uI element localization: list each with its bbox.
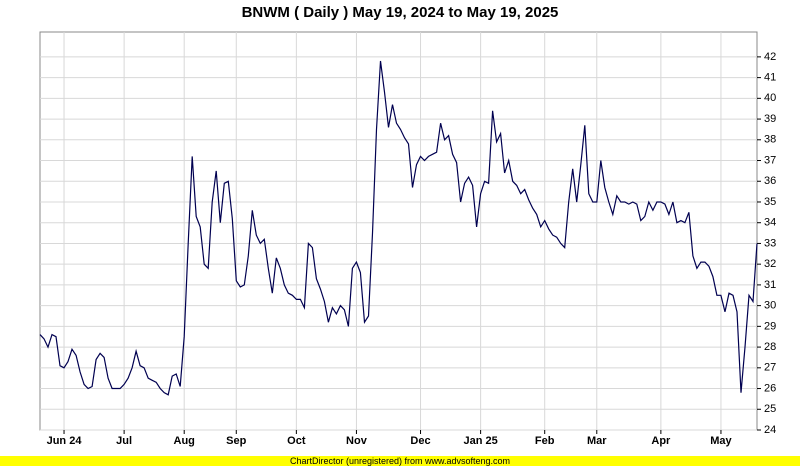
y-tick-label: 30 [764,300,776,312]
x-tick-label: Mar [587,435,607,447]
x-tick-label: Nov [346,435,368,447]
y-tick-label: 29 [764,320,776,332]
x-tick-label: May [710,435,732,447]
y-tick-label: 39 [764,113,776,125]
y-tick-label: 42 [764,51,776,63]
y-tick-label: 37 [764,154,776,166]
x-tick-label: Jan 25 [463,435,497,447]
y-tick-label: 31 [764,279,776,291]
y-tick-label: 26 [764,382,776,394]
footer-bar [0,456,800,466]
y-tick-label: 38 [764,134,776,146]
x-tick-label: Jun 24 [47,435,83,447]
chart-title: BNWM ( Daily ) May 19, 2024 to May 19, 2… [242,4,559,21]
x-tick-label: Jul [116,435,132,447]
y-tick-label: 33 [764,237,776,249]
y-tick-label: 32 [764,258,776,270]
footer: ChartDirector (unregistered) from www.ad… [290,456,510,466]
x-tick-label: Feb [535,435,555,447]
y-tick-label: 27 [764,362,776,374]
plot-area [39,31,758,431]
x-tick-label: Dec [410,435,430,447]
x-tick-label: Apr [651,435,671,447]
price-line [39,60,758,396]
y-tick-label: 40 [764,92,776,104]
y-tick-label: 25 [764,403,776,415]
y-tick-label: 41 [764,72,776,84]
y-tick-label: 24 [764,424,776,436]
y-tick-label: 28 [764,341,776,353]
y-tick-label: 34 [764,217,776,229]
y-tick-label: 35 [764,196,776,208]
x-tick-label: Sep [226,435,246,447]
x-tick-label: Aug [174,435,195,447]
x-tick-label: Oct [287,435,306,447]
y-tick-label: 36 [764,175,776,187]
